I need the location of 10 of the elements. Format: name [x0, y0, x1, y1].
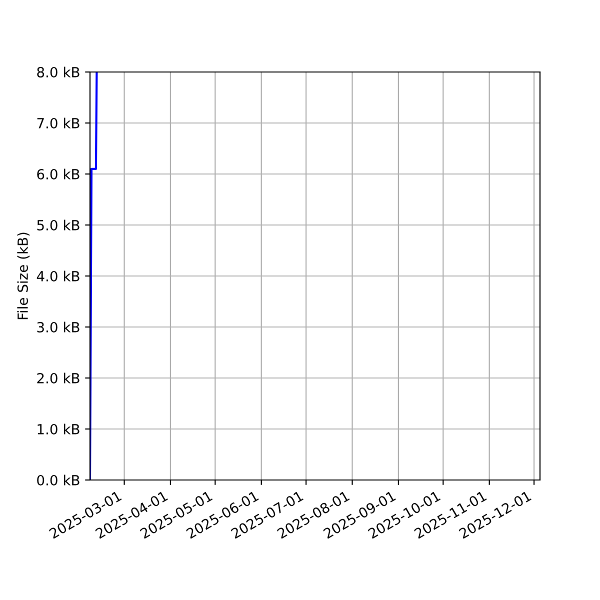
y-tick-label: 1.0 kB	[38, 424, 80, 434]
y-tick-label: 5.0 kB	[37, 220, 80, 230]
y-tick-label: 6.0 kB	[37, 168, 80, 180]
y-tick-label: 0.0 kB	[37, 474, 80, 486]
y-tick-label: 7.0 kB	[37, 118, 80, 128]
y-tick-label: 2.0 kB	[37, 372, 80, 384]
y-tick-label: 8.0 kB	[37, 66, 80, 78]
y-axis-title: File Size (kB)	[17, 232, 30, 320]
y-tick-label: 4.0 kB	[36, 270, 80, 282]
y-tick-label: 3.0 kB	[37, 322, 80, 332]
